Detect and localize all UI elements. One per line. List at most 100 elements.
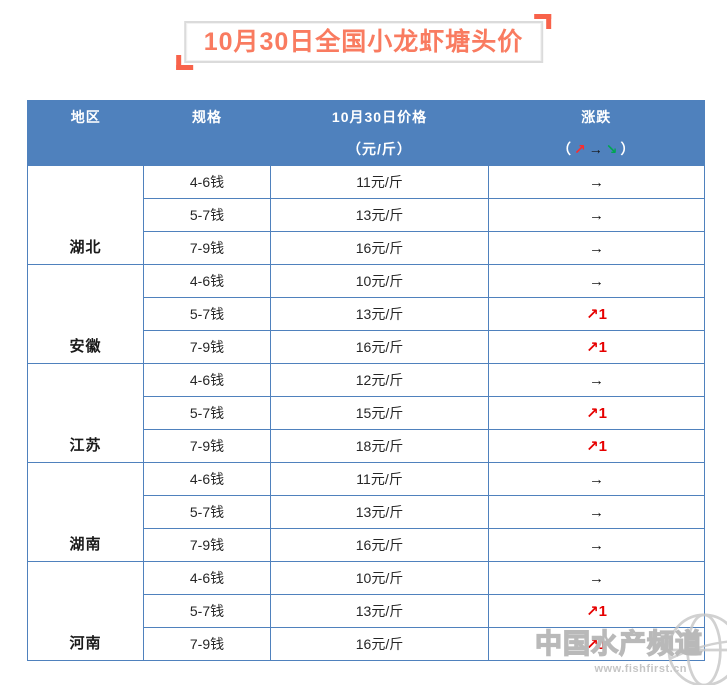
table-row: 5-7钱 15元/斤 ↗1 bbox=[28, 396, 705, 430]
change-cell: → bbox=[488, 363, 705, 397]
change-cell: ↗1 bbox=[488, 396, 705, 430]
region-label: 湖南 bbox=[69, 536, 102, 553]
price-table: 地区 规格 10月30日价格 （元/斤） 涨跌 （ ↗ → bbox=[27, 100, 705, 661]
header-price-unit: （元/斤） bbox=[347, 141, 412, 157]
table-row: 5-7钱 13元/斤 ↗1 bbox=[28, 297, 705, 331]
table-row: 安徽 4-6钱 10元/斤 → bbox=[27, 264, 705, 364]
region-cell: 湖南 bbox=[27, 462, 144, 562]
table-row: 湖北 4-6钱 11元/斤 → bbox=[27, 165, 705, 265]
spec-cell: 4-6钱 bbox=[143, 363, 271, 397]
price-cell: 16元/斤 bbox=[270, 528, 489, 562]
header-price: 10月30日价格 （元/斤） bbox=[270, 100, 489, 166]
price-cell: 13元/斤 bbox=[270, 495, 489, 529]
spec-cell: 5-7钱 bbox=[143, 396, 271, 430]
change-cell: → bbox=[488, 165, 705, 199]
region-cell: 河南 bbox=[27, 561, 144, 661]
price-cell: 10元/斤 bbox=[270, 264, 489, 298]
spec-cell: 7-9钱 bbox=[143, 231, 271, 265]
header-change: 涨跌 （ ↗ → ↘ ） bbox=[488, 100, 705, 166]
spec-cell: 4-6钱 bbox=[143, 561, 271, 595]
table-row: 5-7钱 13元/斤 ↗1 bbox=[28, 594, 705, 628]
change-indicator: → bbox=[589, 536, 604, 554]
header-region: 地区 bbox=[27, 100, 144, 166]
change-indicator: → bbox=[589, 239, 604, 257]
price-cell: 18元/斤 bbox=[270, 429, 489, 463]
change-indicator: → bbox=[589, 503, 604, 521]
table-row: 7-9钱 16元/斤 ↗1 bbox=[28, 627, 705, 661]
table-header: 地区 规格 10月30日价格 （元/斤） 涨跌 （ ↗ → bbox=[27, 100, 705, 166]
spec-cell: 4-6钱 bbox=[143, 264, 271, 298]
change-cell: → bbox=[488, 231, 705, 265]
header-spec: 规格 bbox=[143, 100, 271, 166]
region-label: 江苏 bbox=[69, 437, 102, 454]
price-cell: 13元/斤 bbox=[270, 594, 489, 628]
table-row: 7-9钱 16元/斤 → bbox=[28, 528, 705, 562]
spec-cell: 5-7钱 bbox=[143, 594, 271, 628]
price-cell: 16元/斤 bbox=[270, 627, 489, 661]
spec-cell: 5-7钱 bbox=[143, 297, 271, 331]
region-label: 安徽 bbox=[69, 338, 102, 355]
spec-cell: 7-9钱 bbox=[143, 627, 271, 661]
price-cell: 11元/斤 bbox=[270, 165, 489, 199]
spec-cell: 5-7钱 bbox=[143, 198, 271, 232]
change-cell: ↗1 bbox=[488, 297, 705, 331]
change-cell: ↗1 bbox=[488, 330, 705, 364]
corner-bracket-top-right-icon bbox=[534, 14, 552, 29]
watermark-url: www.fishfirst.cn bbox=[594, 663, 687, 675]
change-indicator: ↗1 bbox=[586, 306, 607, 323]
change-indicator: ↗1 bbox=[586, 438, 607, 455]
change-indicator: → bbox=[589, 206, 604, 224]
change-cell: → bbox=[488, 561, 705, 595]
table-row: 5-7钱 13元/斤 → bbox=[28, 198, 705, 232]
region-cell: 江苏 bbox=[27, 363, 144, 463]
down-arrow-icon: ↘ bbox=[605, 140, 619, 157]
spec-cell: 7-9钱 bbox=[143, 330, 271, 364]
header-region-label: 地区 bbox=[70, 109, 101, 125]
price-cell: 13元/斤 bbox=[270, 297, 489, 331]
change-indicator: ↗1 bbox=[586, 339, 607, 356]
region-label: 河南 bbox=[69, 635, 102, 652]
change-indicator: → bbox=[589, 371, 604, 389]
price-cell: 16元/斤 bbox=[270, 231, 489, 265]
change-indicator: ↗1 bbox=[586, 636, 607, 653]
flat-arrow-icon: → bbox=[588, 141, 604, 157]
change-cell: → bbox=[488, 462, 705, 496]
change-indicator: → bbox=[589, 569, 604, 587]
header-change-label: 涨跌 bbox=[581, 109, 612, 125]
change-indicator: → bbox=[589, 470, 604, 488]
header-spec-label: 规格 bbox=[192, 109, 222, 125]
region-cell: 湖北 bbox=[27, 165, 144, 265]
region-cell: 安徽 bbox=[27, 264, 144, 364]
region-label: 湖北 bbox=[69, 239, 102, 256]
spec-cell: 7-9钱 bbox=[143, 528, 271, 562]
price-cell: 13元/斤 bbox=[270, 198, 489, 232]
table-row: 湖南 4-6钱 11元/斤 → bbox=[27, 462, 705, 562]
page-title: 10月30日全国小龙虾塘头价 bbox=[203, 28, 524, 56]
change-cell: → bbox=[488, 264, 705, 298]
change-indicator: → bbox=[589, 173, 604, 191]
change-cell: → bbox=[488, 495, 705, 529]
change-indicator: → bbox=[589, 272, 604, 290]
change-indicator: ↗1 bbox=[586, 603, 607, 620]
change-cell: ↗1 bbox=[488, 429, 705, 463]
table-row: 7-9钱 16元/斤 → bbox=[28, 231, 705, 265]
change-cell: → bbox=[488, 198, 705, 232]
change-cell: ↗1 bbox=[488, 594, 705, 628]
table-row: 7-9钱 16元/斤 ↗1 bbox=[28, 330, 705, 364]
legend-paren-close: ） bbox=[620, 141, 636, 157]
spec-cell: 4-6钱 bbox=[143, 462, 271, 496]
spec-cell: 7-9钱 bbox=[143, 429, 271, 463]
price-cell: 11元/斤 bbox=[270, 462, 489, 496]
change-cell: ↗1 bbox=[488, 627, 705, 661]
title-container: 10月30日全国小龙虾塘头价 bbox=[175, 14, 552, 70]
change-cell: → bbox=[488, 528, 705, 562]
spec-cell: 5-7钱 bbox=[143, 495, 271, 529]
header-price-label: 10月30日价格 bbox=[331, 109, 428, 125]
table-row: 江苏 4-6钱 12元/斤 → bbox=[27, 363, 705, 463]
price-cell: 10元/斤 bbox=[270, 561, 489, 595]
price-cell: 12元/斤 bbox=[270, 363, 489, 397]
change-legend: （ ↗ → ↘ ） bbox=[489, 133, 705, 165]
spec-cell: 4-6钱 bbox=[143, 165, 271, 199]
change-indicator: ↗1 bbox=[586, 405, 607, 422]
